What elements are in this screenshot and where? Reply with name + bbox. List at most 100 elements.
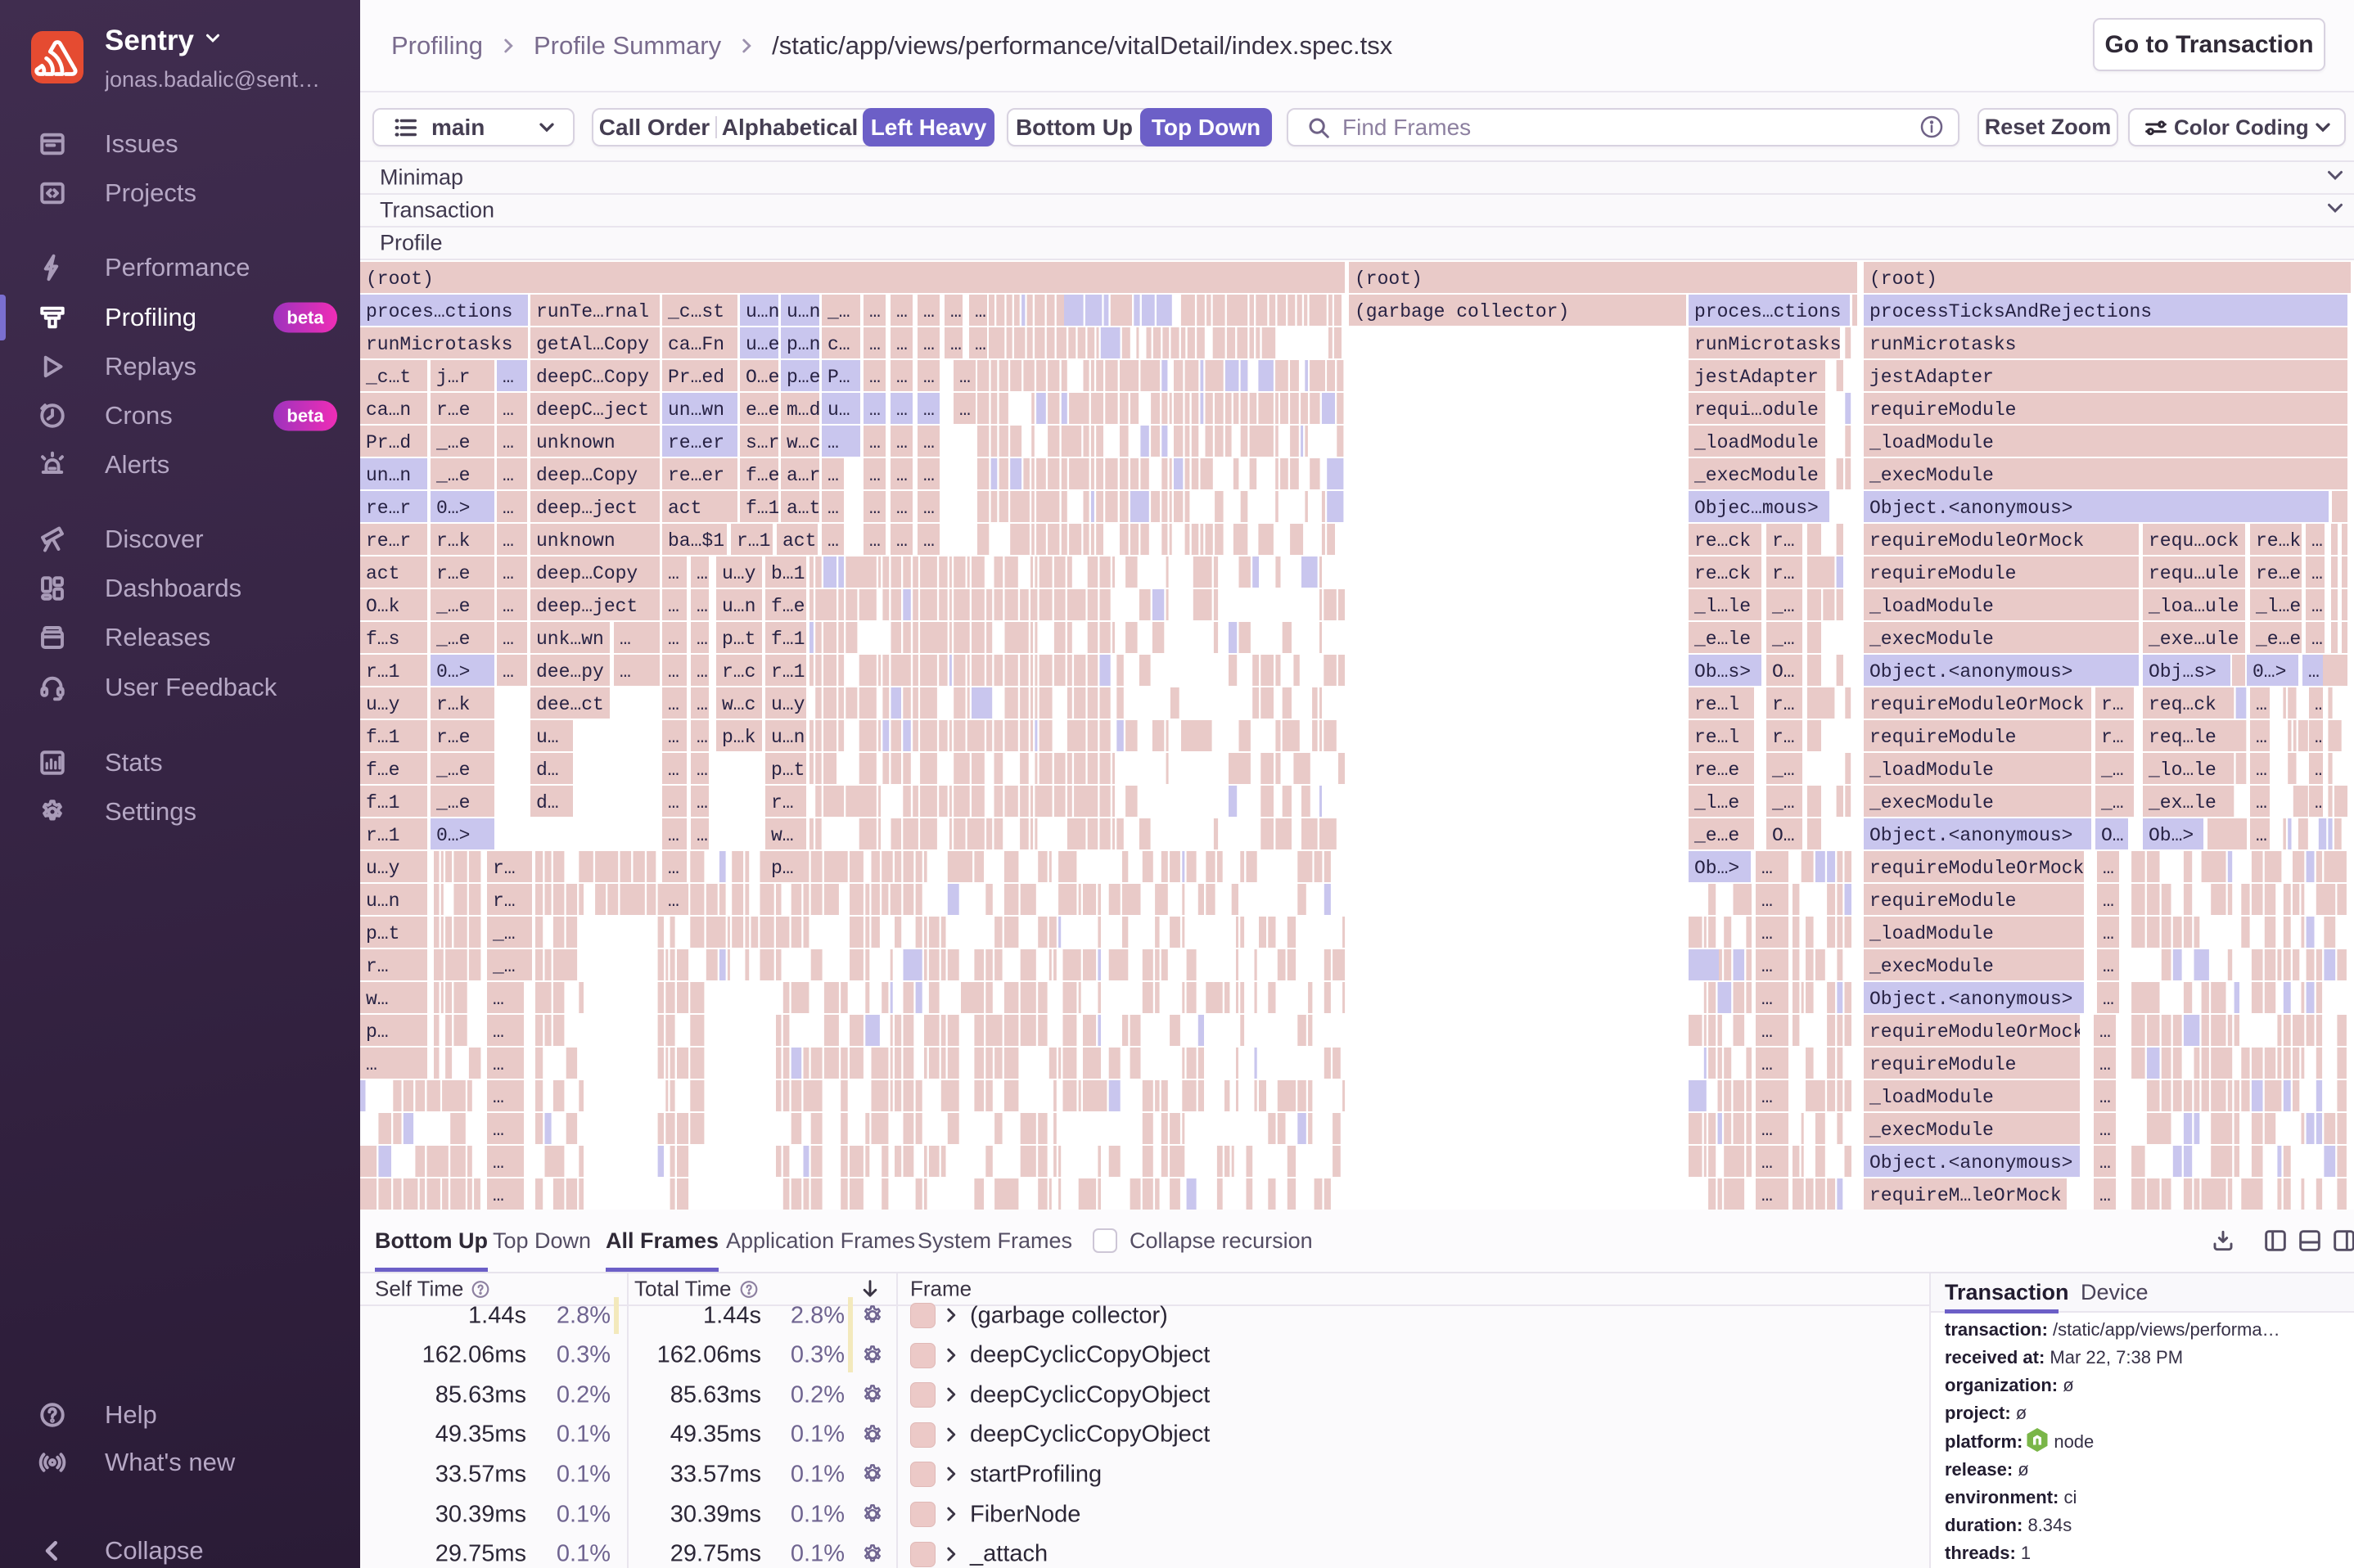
svg-text:0…>: 0…> [2253,661,2286,683]
svg-text:act: act [668,498,701,519]
svg-text:Object.<anonymous>: Object.<anonymous> [1869,989,2072,1010]
svg-text:…: … [869,399,881,421]
svg-text:…: … [828,465,839,486]
svg-text:un…n: un…n [366,465,411,486]
svg-text:…: … [923,399,935,421]
svg-text:_e…e: _e…e [1693,825,1739,846]
svg-text:_…e: _…e [435,465,470,486]
svg-text:_…e: _…e [435,596,470,617]
svg-text:m…d: m…d [787,399,820,421]
svg-text:p…t: p…t [366,923,399,944]
svg-text:…: … [2311,596,2323,617]
svg-text:_l…e: _l…e [1693,792,1739,813]
svg-text:requireModule: requireModule [1869,1054,2016,1075]
svg-text:…: … [2099,1120,2111,1141]
svg-text:…: … [668,629,679,650]
svg-text:…: … [503,629,514,650]
svg-text:…: … [2099,1021,2111,1043]
svg-text:…: … [975,334,986,355]
svg-text:f…1: f…1 [771,629,805,650]
svg-text:re…e: re…e [2256,563,2301,584]
svg-text:…: … [896,301,908,322]
svg-text:re…l: re…l [1694,727,1739,748]
svg-text:u…y: u…y [366,694,400,715]
svg-text:r…: r… [1772,727,1795,748]
svg-text:_loa…ule: _loa…ule [2148,596,2239,617]
svg-text:…: … [668,890,679,912]
svg-text:Objec…mous>: Objec…mous> [1694,498,1819,519]
svg-text:r…c: r…c [722,661,755,683]
svg-text:…: … [869,530,881,552]
svg-text:…: … [923,498,935,519]
svg-text:…: … [2311,629,2323,650]
svg-text:requireModule: requireModule [1869,890,2016,912]
svg-text:r…: r… [2101,694,2124,715]
svg-text:0…>: 0…> [436,661,470,683]
svg-text:r…1: r…1 [737,530,770,552]
svg-text:Pr…ed: Pr…ed [668,367,724,388]
svg-text:un…wn: un…wn [668,399,724,421]
svg-text:…: … [620,661,631,683]
svg-text:_ex…le: _ex…le [2148,792,2216,813]
svg-text:dee…ct: dee…ct [536,694,604,715]
svg-text:…: … [896,334,908,355]
svg-text:p…e: p…e [787,367,820,388]
svg-text:requi…odule: requi…odule [1694,399,1819,421]
svg-text:…: … [923,530,935,552]
svg-text:w…c: w…c [722,694,755,715]
svg-text:r…e: r…e [436,727,470,748]
svg-text:…: … [959,367,971,388]
svg-text:ca…Fn: ca…Fn [668,334,724,355]
svg-text:…: … [869,301,881,322]
svg-text:u…: u… [828,399,850,421]
svg-text:p…: p… [771,858,794,879]
svg-text:u…: u… [536,727,559,748]
svg-text:_loadModule: _loadModule [1869,1087,1994,1108]
svg-text:r…: r… [493,890,516,912]
svg-text:…: … [828,498,839,519]
svg-text:…: … [668,759,679,781]
svg-text:j…r: j…r [436,367,470,388]
svg-text:…: … [493,1120,504,1141]
svg-text:proces…ctions: proces…ctions [1694,301,1841,322]
svg-text:…: … [923,301,935,322]
svg-text:u…y: u…y [771,694,805,715]
svg-text:…: … [503,661,514,683]
svg-text:…: … [697,661,708,683]
svg-text:…: … [668,792,679,813]
svg-text:r…k: r…k [436,694,470,715]
svg-text:…: … [828,432,839,453]
svg-text:…: … [697,694,708,715]
svg-text:…: … [620,629,631,650]
svg-text:f…1: f…1 [746,498,779,519]
svg-text:…: … [828,530,839,552]
svg-text:…: … [2256,825,2267,846]
svg-text:…: … [923,367,935,388]
svg-text:re…r: re…r [366,530,411,552]
svg-text:Object.<anonymous>: Object.<anonymous> [1869,661,2072,683]
svg-text:_loadModule: _loadModule [1869,596,1994,617]
svg-text:_…: _… [1771,629,1795,650]
svg-text:re…ck: re…ck [1694,530,1751,552]
svg-text:Ob…>: Ob…> [1694,858,1739,879]
svg-text:act: act [782,530,816,552]
svg-text:deep…Copy: deep…Copy [536,563,638,584]
svg-text:O…e: O…e [746,367,779,388]
svg-text:…: … [503,563,514,584]
svg-text:Object.<anonymous>: Object.<anonymous> [1869,1152,2072,1174]
svg-text:r…e: r…e [436,399,470,421]
svg-text:…: … [869,334,881,355]
svg-text:…: … [2308,661,2320,683]
svg-text:f…e: f…e [771,596,805,617]
svg-text:re…e: re…e [1694,759,1739,781]
svg-text:…: … [896,432,908,453]
svg-text:re…er: re…er [668,465,724,486]
svg-text:_l…e: _l…e [2255,596,2301,617]
svg-text:r…: r… [1772,563,1795,584]
svg-text:…: … [959,399,971,421]
svg-text:O…: O… [1772,661,1795,683]
svg-text:re…er: re…er [668,432,724,453]
svg-text:act: act [366,563,399,584]
svg-text:Obj…s>: Obj…s> [2149,661,2216,683]
svg-text:…: … [493,1054,504,1075]
